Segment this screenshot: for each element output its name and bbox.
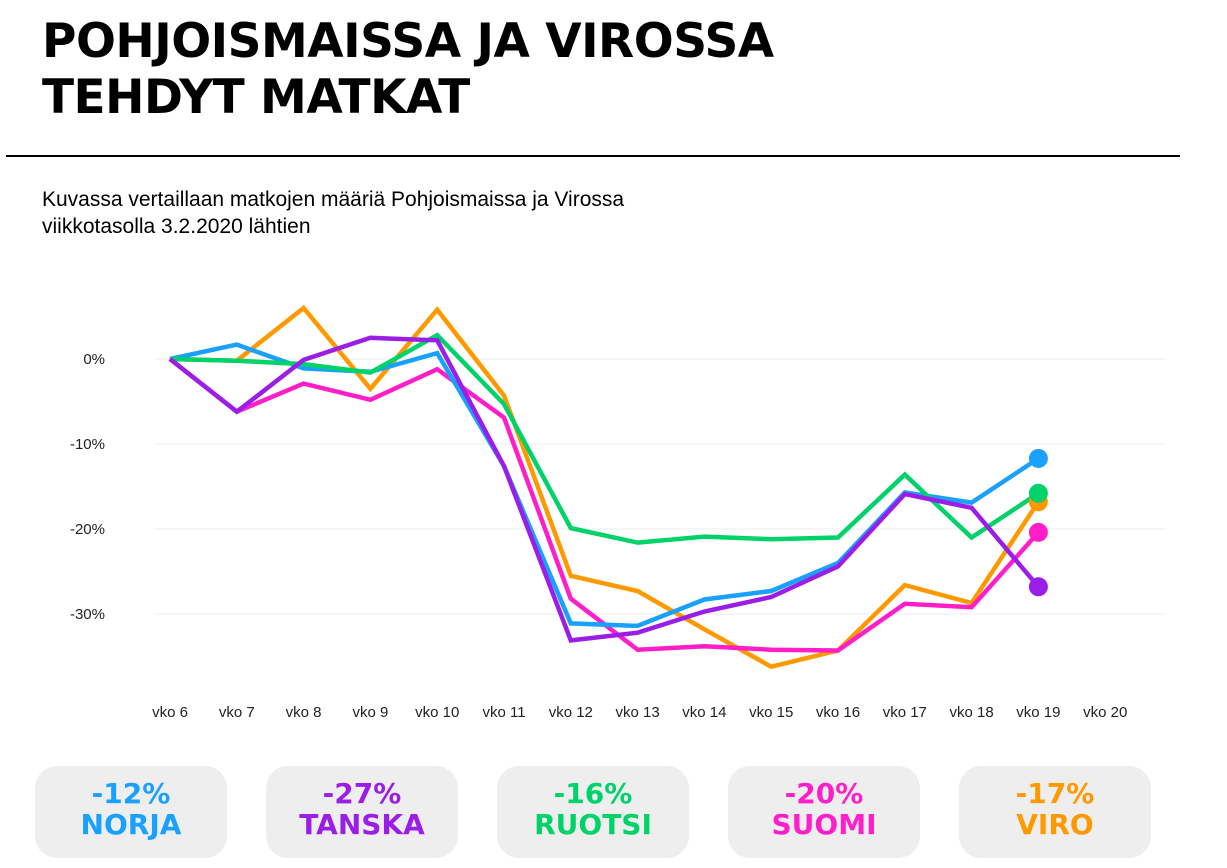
x-tick-label: vko 10 [415, 704, 459, 721]
card-percentage: -16% [553, 777, 633, 810]
summary-cards: -12% NORJA -27% TANSKA -16% RUOTSI -20% … [35, 766, 1155, 858]
series-line-tanska [168, 335, 1041, 643]
subtitle-line-2: viikkotasolla 3.2.2020 lähtien [42, 215, 311, 238]
card-percentage: -12% [91, 777, 171, 810]
x-tick-label: vko 11 [482, 704, 525, 721]
card-ruotsi: -16% RUOTSI [497, 766, 689, 858]
card-suomi: -20% SUOMI [728, 766, 920, 858]
card-percentage: -20% [784, 777, 864, 810]
card-country: VIRO [1016, 808, 1094, 841]
end-point-tanska [1028, 577, 1048, 597]
subtitle-line-1: Kuvassa vertaillaan matkojen määriä Pohj… [42, 188, 625, 211]
x-tick-label: vko 12 [549, 704, 593, 721]
card-tanska: -27% TANSKA [266, 766, 458, 858]
x-tick-label: vko 13 [615, 704, 659, 721]
card-country: NORJA [80, 808, 182, 841]
card-percentage: -17% [1015, 777, 1095, 810]
series-line-ruotsi [169, 332, 1040, 545]
title-line-2: TEHDYT MATKAT [42, 70, 470, 125]
y-tick-label: -20% [70, 521, 105, 538]
x-tick-label: vko 9 [352, 704, 388, 721]
x-tick-label: vko 7 [219, 704, 255, 721]
series-line-viro [169, 304, 1041, 670]
card-country: TANSKA [299, 808, 425, 841]
card-country: RUOTSI [534, 808, 652, 841]
end-point-suomi [1028, 522, 1048, 542]
x-tick-label: vko 18 [949, 704, 993, 721]
x-tick-label: vko 19 [1016, 704, 1060, 721]
x-tick-label: vko 8 [286, 704, 322, 721]
series-line-suomi [168, 357, 1041, 653]
title-divider [6, 155, 1180, 157]
x-tick-label: vko 15 [749, 704, 793, 721]
y-tick-label: 0% [83, 351, 105, 368]
x-tick-label: vko 6 [152, 704, 188, 721]
x-tick-label: vko 20 [1083, 704, 1127, 721]
card-country: SUOMI [771, 808, 877, 841]
x-tick-label: vko 14 [682, 704, 726, 721]
title-line-1: POHJOISMAISSA JA VIROSSA [42, 14, 774, 69]
end-point-ruotsi [1028, 483, 1048, 503]
x-tick-label: vko 16 [816, 704, 860, 721]
line-chart: 0% -10% -20% -30% vko 6 vko 7 vko 8 vko 9 vko 10… [70, 304, 1165, 721]
y-tick-label: -10% [70, 436, 105, 453]
card-viro: -17% VIRO [959, 766, 1151, 858]
chart-subtitle: Kuvassa vertaillaan matkojen määriä Pohj… [42, 186, 802, 240]
card-norja: -12% NORJA [35, 766, 227, 858]
card-percentage: -27% [322, 777, 402, 810]
page-title: POHJOISMAISSA JA VIROSSA TEHDYT MATKAT [42, 14, 774, 126]
end-point-norja [1028, 448, 1048, 468]
x-tick-label: vko 17 [883, 704, 927, 721]
y-tick-label: -30% [70, 606, 105, 623]
